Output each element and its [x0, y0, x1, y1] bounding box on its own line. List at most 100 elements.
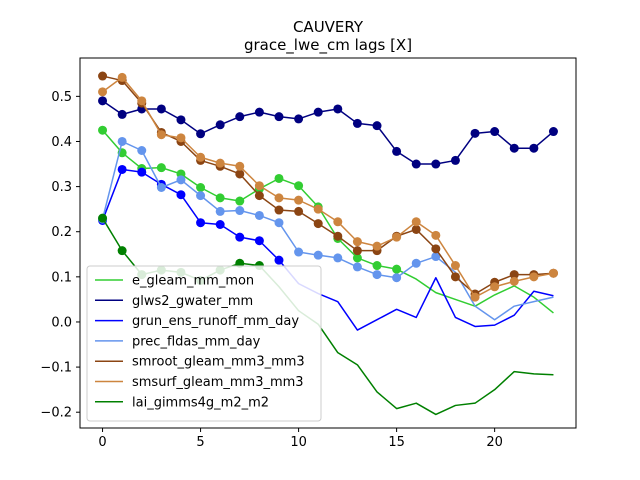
y-tick-label: 0.0 — [51, 315, 72, 330]
data-point — [176, 133, 186, 143]
data-point — [117, 164, 127, 174]
legend-label: grun_ens_runoff_mm_day — [132, 314, 299, 329]
data-point — [529, 143, 539, 153]
series-smsurf_gleam_mm3_mm3 — [98, 72, 558, 302]
data-point — [117, 72, 127, 82]
data-point — [509, 276, 519, 286]
data-point — [117, 109, 127, 119]
data-point — [254, 236, 264, 246]
data-point — [98, 213, 108, 223]
data-point — [254, 181, 264, 191]
y-axis: −0.2 −0.1 0.0 0.1 0.2 0.3 0.4 0.5 — [40, 90, 80, 421]
chart-title: CAUVERY — [293, 18, 364, 36]
data-point — [254, 191, 264, 201]
data-point — [98, 87, 108, 97]
data-point — [274, 173, 284, 183]
plot-area-frame — [79, 57, 577, 429]
data-point — [274, 255, 284, 265]
legend-entry: grun_ens_runoff_mm_day — [95, 314, 299, 329]
data-point — [215, 193, 225, 203]
data-point — [431, 159, 441, 169]
data-point — [431, 230, 441, 240]
x-tick-label: 0 — [98, 435, 106, 450]
data-point — [274, 205, 284, 215]
legend-entry: glws2_gwater_mm — [95, 294, 253, 309]
legend-entry: smroot_gleam_mm3_mm3 — [95, 355, 305, 370]
data-point — [372, 121, 382, 131]
data-point — [254, 107, 264, 117]
legend-label: smroot_gleam_mm3_mm3 — [132, 355, 305, 370]
legend-label: glws2_gwater_mm — [132, 294, 253, 309]
legend-label: prec_fldas_mm_day — [132, 334, 261, 349]
data-point — [274, 193, 284, 203]
data-point — [176, 190, 186, 200]
data-point — [294, 195, 304, 205]
data-point — [196, 183, 206, 192]
data-point — [372, 261, 382, 271]
data-point — [392, 264, 402, 274]
data-point — [176, 175, 186, 185]
data-point — [392, 273, 402, 283]
data-point — [294, 114, 304, 124]
data-point — [137, 96, 147, 106]
legend-label: e_gleam_mm_mon — [132, 274, 254, 289]
data-point — [137, 167, 147, 177]
legend-box — [86, 265, 322, 422]
data-point — [509, 270, 519, 280]
y-tick-label: 0.5 — [51, 90, 72, 105]
data-point — [98, 125, 108, 135]
data-point — [215, 220, 225, 229]
data-point — [196, 129, 206, 139]
data-point — [352, 237, 362, 247]
data-point — [509, 143, 519, 153]
data-point — [411, 224, 421, 234]
legend-label: lai_gimms4g_m2_m2 — [132, 395, 269, 410]
data-point — [490, 127, 500, 137]
data-point — [470, 292, 480, 302]
data-point — [313, 107, 323, 117]
data-point — [372, 241, 382, 251]
data-point — [156, 130, 166, 140]
data-point — [333, 253, 343, 263]
data-point — [411, 217, 421, 227]
y-tick-label: 0.1 — [51, 270, 72, 285]
data-point — [235, 112, 245, 122]
y-tick-label: 0.4 — [51, 135, 72, 150]
data-point — [352, 118, 362, 128]
chart-subtitle: grace_lwe_cm lags [X] — [244, 36, 412, 55]
y-tick-label: −0.2 — [40, 406, 72, 421]
data-point — [235, 169, 245, 179]
y-tick-label: −0.1 — [40, 361, 72, 376]
data-point — [98, 96, 108, 106]
data-point — [176, 115, 186, 125]
data-point — [411, 159, 421, 169]
series-glws2_gwater_mm — [98, 96, 558, 169]
y-tick-label: 0.3 — [51, 180, 72, 195]
data-point — [450, 155, 460, 165]
data-point — [352, 262, 362, 272]
data-point — [313, 219, 323, 229]
data-point — [294, 206, 304, 216]
data-point — [450, 261, 460, 271]
data-point — [274, 218, 284, 228]
series-layer — [98, 71, 558, 416]
data-point — [431, 244, 441, 254]
data-point — [333, 104, 343, 114]
data-point — [274, 112, 284, 122]
data-point — [313, 204, 323, 214]
legend-entry: smsurf_gleam_mm3_mm3 — [95, 375, 304, 390]
data-point — [215, 158, 225, 168]
data-point — [313, 250, 323, 260]
x-tick-label: 15 — [388, 435, 405, 450]
data-point — [196, 218, 206, 228]
series-grun_ens_runoff_mm_day — [98, 164, 554, 331]
data-point — [450, 272, 460, 282]
legend-entry: prec_fldas_mm_day — [95, 334, 261, 349]
data-point — [117, 136, 127, 146]
data-point — [431, 252, 441, 262]
data-point — [196, 191, 206, 201]
x-tick-label: 5 — [196, 435, 204, 450]
x-axis: 0 5 10 15 20 — [98, 428, 503, 450]
data-point — [235, 206, 245, 216]
data-point — [215, 120, 225, 130]
